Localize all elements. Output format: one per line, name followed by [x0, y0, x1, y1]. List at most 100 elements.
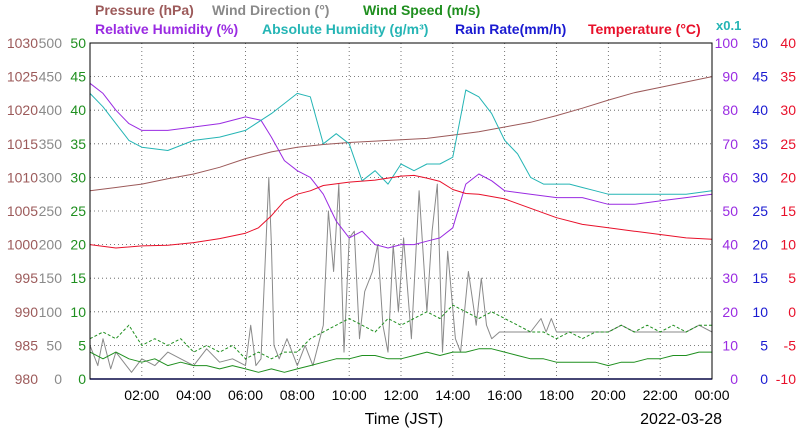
plot-frame: [89, 42, 713, 380]
temperature-tick-label: 15: [780, 203, 796, 219]
chart-date: 2022-03-28: [640, 411, 722, 428]
pressure-tick-label: 980: [15, 371, 39, 387]
humidity-tick-label: 30: [722, 270, 738, 286]
rain-rate-tick-label: 50: [752, 35, 768, 51]
temperature-tick-label: -10: [776, 371, 796, 387]
humidity-tick-label: 90: [722, 69, 738, 85]
wind-speed-tick-label: 35: [70, 136, 86, 152]
humidity-tick-label: 50: [722, 203, 738, 219]
wind-direction-tick-label: 350: [39, 136, 63, 152]
series-line-wind-speed-m-s-avg: [89, 348, 712, 373]
wind-direction-tick-label: 400: [39, 102, 63, 118]
x-tick-label: 00:00: [694, 387, 729, 403]
pressure-tick-label: 1015: [7, 136, 38, 152]
humidity-tick-label: 10: [722, 337, 738, 353]
series-line-absolute-humidity-g-m: [89, 89, 713, 195]
x-tick-label: 08:00: [280, 387, 315, 403]
wind-speed-tick-label: 25: [70, 203, 86, 219]
x-tick-label: 04:00: [176, 387, 211, 403]
humidity-tick-label: 0: [730, 371, 738, 387]
wind-speed-tick-label: 50: [70, 35, 86, 51]
x-tick-label: 12:00: [383, 387, 418, 403]
left-axes: 9809859909951000100510101015102010251030…: [7, 35, 86, 387]
wind-direction-tick-label: 150: [39, 270, 63, 286]
humidity-tick-label: 60: [722, 169, 738, 185]
pressure-tick-label: 1005: [7, 203, 38, 219]
rain-rate-tick-label: 25: [752, 203, 768, 219]
rain-rate-tick-label: 0: [760, 371, 768, 387]
x-tick-label: 06:00: [228, 387, 263, 403]
temperature-tick-label: 40: [780, 35, 796, 51]
legend-rain-rate: Rain Rate(mm/h): [455, 21, 566, 37]
temperature-tick-label: -5: [784, 337, 797, 353]
wind-direction-tick-label: 50: [46, 337, 62, 353]
pressure-tick-label: 990: [15, 304, 39, 320]
right-axes: 0102030405060708090100051015202530354045…: [715, 35, 797, 387]
wind-direction-tick-label: 500: [39, 35, 63, 51]
humidity-tick-label: 80: [722, 102, 738, 118]
wind-direction-tick-label: 300: [39, 169, 63, 185]
x-tick-label: 14:00: [435, 387, 470, 403]
temperature-tick-label: 30: [780, 102, 796, 118]
rain-rate-tick-label: 45: [752, 69, 768, 85]
wind-direction-tick-label: 100: [39, 304, 63, 320]
wind-direction-tick-label: 200: [39, 237, 63, 253]
wind-speed-tick-label: 20: [70, 237, 86, 253]
x-tick-label: 20:00: [591, 387, 626, 403]
legend-relative-humidity: Relative Humidity (%): [95, 21, 238, 37]
temperature-tick-label: 20: [780, 169, 796, 185]
humidity-tick-label: 100: [715, 35, 739, 51]
rain-rate-tick-label: 20: [752, 237, 768, 253]
x-tick-label: 02:00: [124, 387, 159, 403]
pressure-tick-label: 1020: [7, 102, 38, 118]
legend-absolute-humidity: Absolute Humidity (g/m³): [262, 21, 428, 37]
wind-direction-tick-label: 0: [54, 371, 62, 387]
x-tick-label: 16:00: [487, 387, 522, 403]
legend-scale-note: x0.1: [716, 18, 741, 33]
pressure-tick-label: 1030: [7, 35, 38, 51]
series-line-pressure-hpa: [89, 76, 713, 192]
temperature-tick-label: 5: [788, 270, 796, 286]
humidity-tick-label: 20: [722, 304, 738, 320]
wind-speed-tick-label: 40: [70, 102, 86, 118]
rain-rate-tick-label: 5: [760, 337, 768, 353]
legend-wind-direction: Wind Direction (°): [212, 2, 329, 18]
humidity-tick-label: 40: [722, 237, 738, 253]
wind-speed-tick-label: 0: [78, 371, 86, 387]
rain-rate-tick-label: 30: [752, 169, 768, 185]
series-line-relative-humidity: [89, 82, 713, 249]
grid-lines: [90, 43, 712, 379]
wind-speed-tick-label: 45: [70, 69, 86, 85]
pressure-tick-label: 995: [15, 270, 39, 286]
rain-rate-tick-label: 35: [752, 136, 768, 152]
series-line-wind-direction: [89, 176, 713, 373]
temperature-tick-label: 25: [780, 136, 796, 152]
series-line-wind-speed-m-s-gust: [89, 304, 712, 360]
pressure-tick-label: 1025: [7, 69, 38, 85]
wind-speed-tick-label: 30: [70, 169, 86, 185]
x-axis-label: Time (JST): [365, 411, 444, 428]
pressure-tick-label: 985: [15, 337, 39, 353]
x-axis-ticks: 02:00 04:00 06:00 08:00 10:00 12:00 14:00 16:00…: [124, 387, 729, 403]
pressure-tick-label: 1000: [7, 237, 38, 253]
wind-speed-tick-label: 5: [78, 337, 86, 353]
legend-wind-speed: Wind Speed (m/s): [363, 2, 480, 18]
humidity-tick-label: 70: [722, 136, 738, 152]
x-tick-label: 22:00: [643, 387, 678, 403]
series-line-temperature-c: [89, 174, 713, 249]
temperature-tick-label: 0: [788, 304, 796, 320]
rain-rate-tick-label: 40: [752, 102, 768, 118]
rain-rate-tick-label: 15: [752, 270, 768, 286]
x-tick-label: 10:00: [332, 387, 367, 403]
rain-rate-tick-label: 10: [752, 304, 768, 320]
x-tick-label: 18:00: [539, 387, 574, 403]
wind-direction-tick-label: 250: [39, 203, 63, 219]
wind-direction-tick-label: 450: [39, 69, 63, 85]
wind-speed-tick-label: 15: [70, 270, 86, 286]
legend-pressure: Pressure (hPa): [95, 2, 194, 18]
wind-speed-tick-label: 10: [70, 304, 86, 320]
legend-temperature: Temperature (°C): [588, 21, 701, 37]
temperature-tick-label: 35: [780, 69, 796, 85]
temperature-tick-label: 10: [780, 237, 796, 253]
